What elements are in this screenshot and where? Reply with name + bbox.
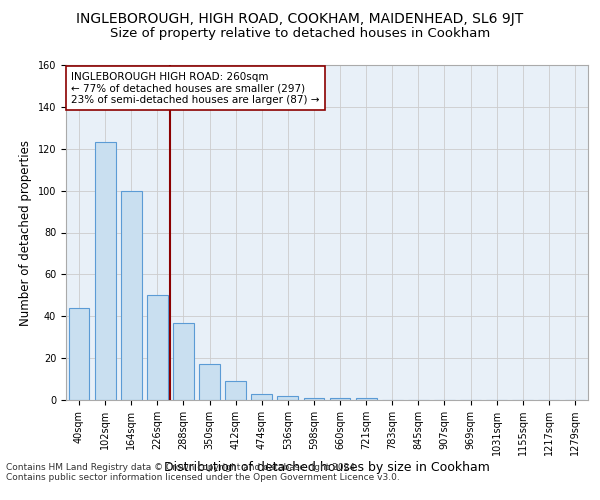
Bar <box>173 322 194 400</box>
X-axis label: Distribution of detached houses by size in Cookham: Distribution of detached houses by size … <box>164 461 490 474</box>
Bar <box>95 142 116 400</box>
Bar <box>121 190 142 400</box>
Bar <box>356 398 377 400</box>
Bar <box>304 398 325 400</box>
Bar <box>199 364 220 400</box>
Bar <box>277 396 298 400</box>
Text: INGLEBOROUGH HIGH ROAD: 260sqm
← 77% of detached houses are smaller (297)
23% of: INGLEBOROUGH HIGH ROAD: 260sqm ← 77% of … <box>71 72 320 105</box>
Bar <box>329 398 350 400</box>
Text: Contains HM Land Registry data © Crown copyright and database right 2024.: Contains HM Land Registry data © Crown c… <box>6 464 358 472</box>
Text: Size of property relative to detached houses in Cookham: Size of property relative to detached ho… <box>110 28 490 40</box>
Bar <box>225 381 246 400</box>
Text: Contains public sector information licensed under the Open Government Licence v3: Contains public sector information licen… <box>6 474 400 482</box>
Bar <box>251 394 272 400</box>
Text: INGLEBOROUGH, HIGH ROAD, COOKHAM, MAIDENHEAD, SL6 9JT: INGLEBOROUGH, HIGH ROAD, COOKHAM, MAIDEN… <box>76 12 524 26</box>
Y-axis label: Number of detached properties: Number of detached properties <box>19 140 32 326</box>
Bar <box>68 308 89 400</box>
Bar <box>147 296 168 400</box>
